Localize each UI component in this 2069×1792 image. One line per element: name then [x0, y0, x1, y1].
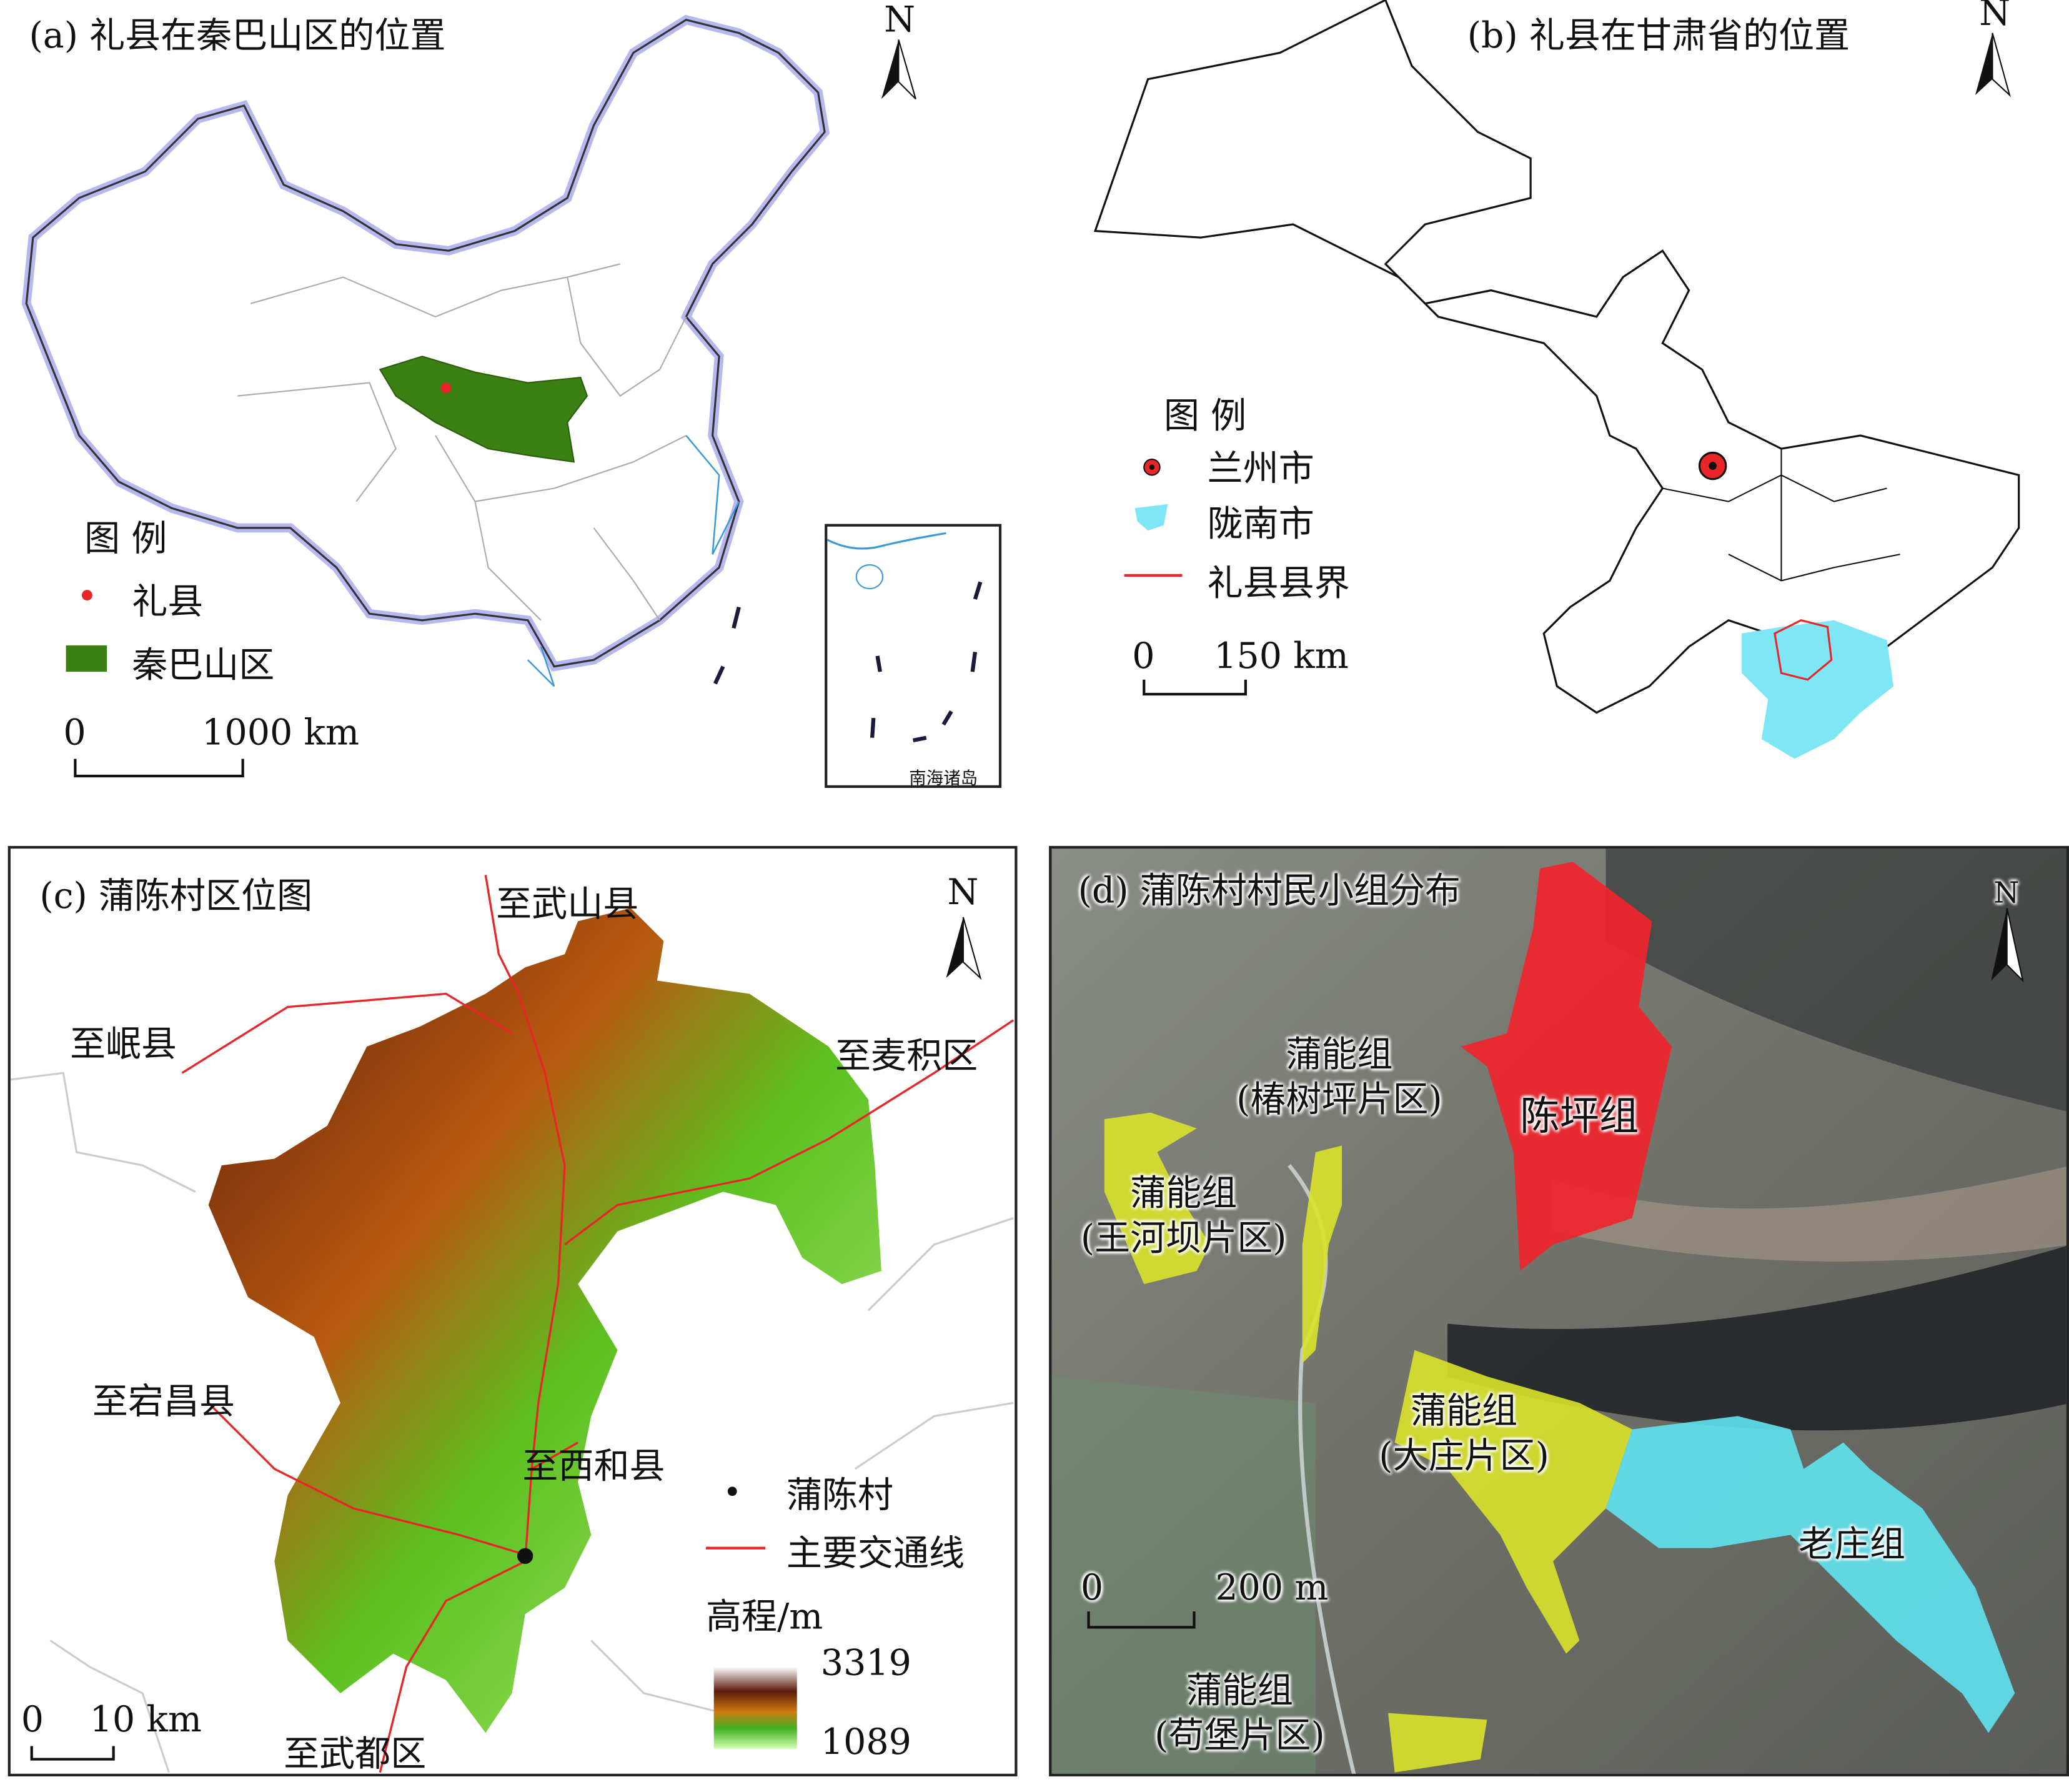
label-puneng-goubao: 蒲能组 (苟堡片区) — [1154, 1671, 1325, 1757]
scale-label: 200 m — [1215, 1568, 1329, 1609]
province-boundaries — [237, 263, 687, 621]
scale-zero: 0 — [1132, 636, 1155, 677]
puchen-village-marker — [517, 1548, 533, 1564]
label-puneng-chunshu: 蒲能组 (椿树坪片区) — [1236, 1034, 1442, 1121]
north-label: N — [1979, 0, 2011, 34]
legend-label-lixian: 礼县 — [132, 582, 204, 623]
lixian-boundary — [1774, 619, 1833, 681]
group-puneng-chunshu-area — [1302, 1145, 1342, 1363]
scale-zero: 0 — [63, 712, 86, 754]
scale-label: 150 km — [1214, 636, 1349, 677]
scale-zero: 0 — [1080, 1568, 1104, 1609]
gansu-outline — [1093, 0, 2020, 714]
north-label: N — [1993, 877, 2020, 911]
direction-maiji: 至麦积区 — [835, 1036, 978, 1077]
elevation-min: 1089 — [820, 1722, 911, 1763]
scale-label: 1000 km — [202, 712, 360, 754]
north-label: N — [947, 872, 979, 913]
panel-a-china-map: (a) 礼县在秦巴山区的位置 N 图 例 礼县 秦巴山区 0 1000 km 南… — [0, 0, 1030, 805]
direction-minxian: 至岷县 — [69, 1024, 177, 1065]
panel-b-title: (b) 礼县在甘肃省的位置 — [1467, 16, 1850, 57]
scale-label: 10 km — [89, 1700, 202, 1741]
legend-label-lanzhou: 兰州市 — [1207, 449, 1314, 490]
legend-label-roads: 主要交通线 — [786, 1533, 965, 1575]
panel-c-location-map: (c) 蒲陈村区位图 N 至武山县 至岷县 至麦积区 至宕昌县 至西和县 至武都… — [7, 845, 1018, 1777]
scale-bar — [1087, 1611, 1196, 1629]
dem-terrain — [208, 908, 881, 1733]
group-puneng-goubao-area — [1388, 1713, 1487, 1773]
legend-label-qinba: 秦巴山区 — [132, 645, 275, 687]
scale-bar — [30, 1746, 115, 1761]
direction-wudu: 至武都区 — [284, 1734, 427, 1775]
main-roads — [181, 875, 1015, 1773]
elevation-title: 高程/m — [706, 1596, 823, 1638]
north-label: N — [884, 0, 916, 41]
longnan-region — [1742, 620, 1894, 759]
panel-d-satellite-map: (d) 蒲陈村村民小组分布 N 陈坪组 蒲能组 (椿树坪片区) 蒲能组 (王河坝… — [1049, 845, 2069, 1777]
legend-label-lixian-boundary: 礼县县界 — [1207, 563, 1350, 605]
panel-b-gansu-map: (b) 礼县在甘肃省的位置 N 图 例 兰州市 陇南市 礼县县界 0 150 k… — [1043, 0, 2069, 805]
north-arrow — [1991, 907, 2024, 983]
north-arrow — [1975, 32, 2011, 97]
elevation-max: 3319 — [820, 1643, 911, 1685]
group-puneng-wanghe-area — [1104, 1112, 1210, 1285]
legend-label-longnan: 陇南市 — [1207, 504, 1314, 545]
china-outline — [21, 14, 916, 778]
legend-title: 图 例 — [84, 519, 167, 560]
group-chenping-area — [1461, 862, 1672, 1272]
label-chenping: 陈坪组 — [1520, 1094, 1639, 1140]
legend-dot-icon — [81, 590, 92, 601]
label-puneng-dazhuang: 蒲能组 (大庄片区) — [1379, 1391, 1549, 1477]
scale-bar — [1143, 679, 1248, 696]
legend-patch-icon — [1134, 504, 1168, 531]
panel-c-title: (c) 蒲陈村区位图 — [39, 876, 313, 917]
direction-xihe: 至西和县 — [522, 1446, 665, 1488]
legend-dot-icon — [727, 1486, 737, 1496]
direction-wushan: 至武山县 — [496, 884, 639, 925]
panel-d-title: (d) 蒲陈村村民小组分布 — [1078, 871, 1461, 912]
scale-bar — [74, 759, 244, 778]
south-china-sea-inset: 南海诸岛 — [825, 524, 1002, 790]
label-laozhuang: 老庄组 — [1798, 1524, 1906, 1566]
group-puneng-dazhuang-area — [1394, 1350, 1632, 1654]
legend-title: 图 例 — [1163, 396, 1247, 437]
qinba-region — [379, 356, 588, 463]
panel-a-title: (a) 礼县在秦巴山区的位置 — [29, 16, 446, 57]
north-arrow — [946, 917, 982, 980]
group-laozhuang-area — [1605, 1416, 2015, 1733]
legend-rect-icon — [66, 645, 107, 672]
north-arrow — [881, 39, 916, 100]
legend-label-village: 蒲陈村 — [786, 1475, 893, 1516]
lixian-dot — [440, 382, 452, 394]
direction-dangchang: 至宕昌县 — [92, 1381, 235, 1423]
scale-zero: 0 — [21, 1700, 44, 1741]
label-puneng-wanghe: 蒲能组 (王河坝片区) — [1080, 1173, 1287, 1260]
inset-label: 南海诸岛 — [909, 769, 978, 790]
elevation-ramp — [713, 1666, 797, 1749]
